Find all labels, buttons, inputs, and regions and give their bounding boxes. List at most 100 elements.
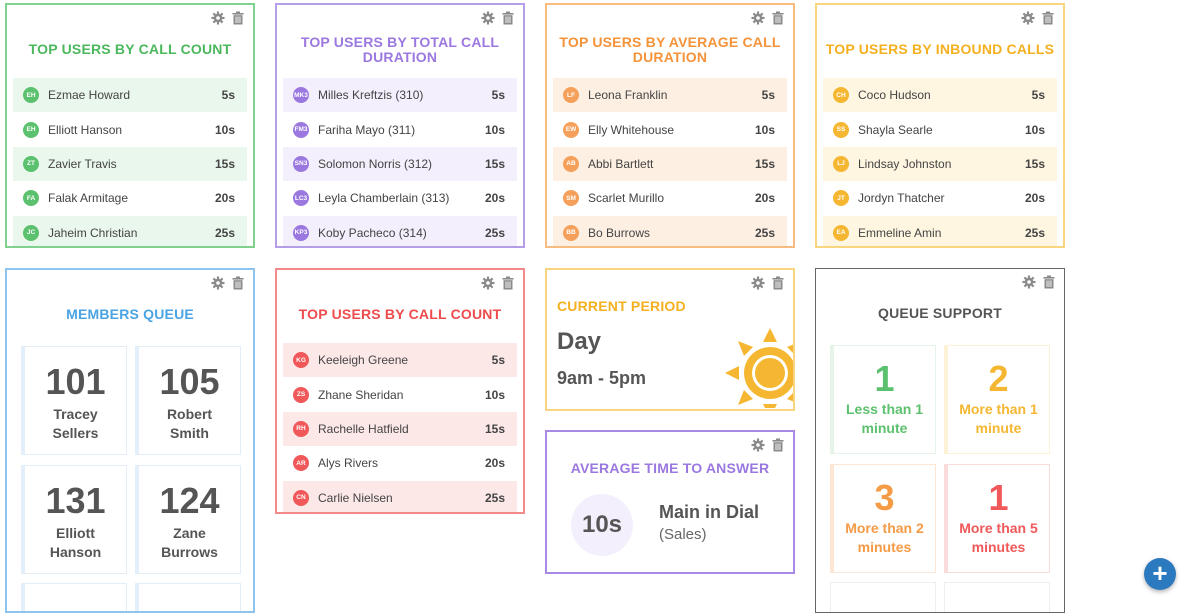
trash-icon[interactable] [501,11,515,25]
gear-icon[interactable] [751,438,765,452]
member-tile[interactable]: 131 Elliott Hanson [21,465,127,574]
member-tile-partial[interactable] [21,583,127,611]
queue-stat-tile-partial[interactable] [944,582,1050,612]
widget-title-line2: DURATION [632,49,708,65]
trash-icon[interactable] [1041,11,1055,25]
gear-icon[interactable] [1021,11,1035,25]
queue-stat-tile[interactable]: 1 More than 5 minutes [944,464,1050,573]
queue-stat-tile-partial[interactable] [830,582,936,612]
list-item[interactable]: CN Carlie Nielsen 25s [283,480,517,512]
list-item[interactable]: MK3 Milles Kreftzis (310) 5s [283,78,517,113]
user-name: Keeleigh Greene [318,353,409,368]
call-duration: 10s [484,122,505,137]
widget-title: QUEUE SUPPORT [878,305,1002,321]
gear-icon[interactable] [211,11,225,25]
call-duration: 5s [491,88,505,103]
trash-icon[interactable] [771,276,785,290]
user-name: Scarlet Murillo [588,191,665,206]
widget-tools [481,276,515,290]
user-name: Carlie Nielsen [318,490,393,505]
list-item[interactable]: SS Shayla Searle 10s [823,112,1057,147]
trash-icon[interactable] [501,276,515,290]
call-duration: 5s [1031,88,1045,103]
gear-icon[interactable] [751,11,765,25]
queue-stat-tile[interactable]: 1 Less than 1 minute [830,345,936,454]
member-tile[interactable]: 124 Zane Burrows [135,465,241,574]
gear-icon[interactable] [481,11,495,25]
member-tile[interactable]: 101 Tracey Sellers [21,346,127,455]
queue-stat-tile[interactable]: 2 More than 1 minute [944,345,1050,454]
list-item[interactable]: EA Emmeline Amin 25s [823,215,1057,246]
user-name: Solomon Norris (312) [318,156,433,171]
gear-icon[interactable] [211,276,225,290]
user-name: Elly Whitehouse [588,122,675,137]
widget-title: TOP USERS BY AVERAGE CALL DURATION [547,35,793,65]
trash-icon[interactable] [771,11,785,25]
call-duration: 20s [1024,191,1045,206]
user-name: Falak Armitage [48,191,129,206]
list-item[interactable]: EH Elliott Hanson 10s [13,112,247,147]
list-item[interactable]: JT Jordyn Thatcher 20s [823,181,1057,216]
list-item[interactable]: EH Ezmae Howard 5s [13,78,247,113]
add-widget-button[interactable]: + [1144,558,1176,590]
avatar: LF [563,87,579,104]
call-duration: 10s [214,122,235,137]
list-item[interactable]: LJ Lindsay Johnston 15s [823,146,1057,182]
list-item[interactable]: BB Bo Burrows 25s [553,215,787,246]
member-last-name: Burrows [161,544,218,560]
list-item[interactable]: KG Keeleigh Greene 5s [283,343,517,378]
list-item[interactable]: AB Abbi Bartlett 15s [553,146,787,182]
trash-icon[interactable] [771,438,785,452]
list-item[interactable]: FA Falak Armitage 20s [13,181,247,216]
member-tile-partial[interactable] [135,583,241,611]
queue-stat-tile[interactable]: 3 More than 2 minutes [830,464,936,573]
list-item[interactable]: KP3 Koby Pacheco (314) 25s [283,215,517,246]
list-item[interactable]: JC Jaheim Christian 25s [13,215,247,246]
list-item[interactable]: AR Alys Rivers 20s [283,446,517,481]
list-item[interactable]: LF Leona Franklin 5s [553,78,787,113]
call-duration: 25s [754,225,775,240]
avatar: CN [293,489,309,506]
call-duration: 15s [484,156,505,171]
list-item[interactable]: SN3 Solomon Norris (312) 15s [283,146,517,182]
trash-icon[interactable] [1042,275,1056,289]
list-item[interactable]: ZS Zhane Sheridan 10s [283,377,517,412]
widget-tools [751,11,785,25]
avatar: JT [833,190,849,207]
trash-icon[interactable] [231,11,245,25]
avatar: FM3 [293,121,309,138]
call-duration: 20s [484,191,505,206]
queue-stat-number: 1 [988,477,1009,518]
list-item[interactable]: EW Elly Whitehouse 10s [553,112,787,147]
gear-icon[interactable] [751,276,765,290]
queue-stat-number: 1 [874,358,895,399]
widget-top-users-average-duration: TOP USERS BY AVERAGE CALL DURATION LF Leo… [545,3,795,248]
widget-tools [1022,275,1056,289]
queue-stat-label-unit: minutes [857,539,912,555]
widget-tools [481,11,515,25]
member-first-name: Zane [173,525,206,541]
gear-icon[interactable] [1022,275,1036,289]
trash-icon[interactable] [231,276,245,290]
call-duration: 5s [221,88,235,103]
widget-top-users-total-duration: TOP USERS BY TOTAL CALL DURATION MK3 Mill… [275,3,525,248]
widget-title: TOP USERS BY CALL COUNT [28,41,232,57]
ranking-list: EH Ezmae Howard 5s EH Elliott Hanson 10s ZT Zav… [13,78,247,246]
user-name: Leona Franklin [588,88,668,103]
avatar: BB [563,224,579,241]
list-item[interactable]: SM Scarlet Murillo 20s [553,181,787,216]
member-extension: 131 [45,480,106,521]
avatar: EA [833,224,849,241]
call-duration: 15s [754,156,775,171]
list-item[interactable]: LC3 Leyla Chamberlain (313) 20s [283,181,517,216]
list-item[interactable]: FM3 Fariha Mayo (311) 10s [283,112,517,147]
list-item[interactable]: CH Coco Hudson 5s [823,78,1057,113]
gear-icon[interactable] [481,276,495,290]
period-name: Day [557,328,602,355]
member-tile[interactable]: 105 Robert Smith [135,346,241,455]
widget-title-line1: TOP USERS BY TOTAL CALL [300,34,500,50]
list-item[interactable]: RH Rachelle Hatfield 15s [283,411,517,447]
list-item[interactable]: ZT Zavier Travis 15s [13,146,247,182]
user-name: Rachelle Hatfield [318,421,409,436]
user-name: Koby Pacheco (314) [318,225,427,240]
